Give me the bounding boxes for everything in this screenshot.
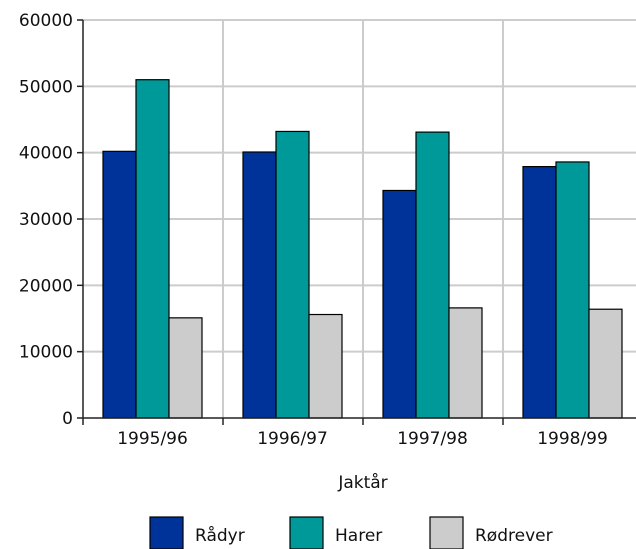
y-tick-label: 50000 — [19, 77, 73, 97]
legend: Rådyr Harer Rødrever — [149, 516, 553, 549]
y-tick-label: 30000 — [19, 210, 73, 230]
y-tick-label: 60000 — [19, 11, 73, 31]
bar — [415, 131, 450, 419]
x-tick-label: 1995/96 — [117, 429, 188, 449]
y-tick-label: 20000 — [19, 276, 73, 296]
legend-swatch — [149, 516, 184, 549]
bars-layer — [102, 79, 623, 419]
legend-label: Harer — [335, 526, 382, 546]
legend-label: Rådyr — [195, 525, 245, 546]
bar — [275, 130, 310, 419]
legend-swatch — [429, 516, 464, 549]
x-tick-label: 1996/97 — [257, 429, 328, 449]
bar — [242, 151, 277, 419]
grid-layer — [83, 19, 636, 418]
bar — [382, 189, 417, 419]
y-tick-label: 40000 — [19, 144, 73, 164]
legend-label: Rødrever — [475, 526, 553, 546]
x-tick-label: 1997/98 — [397, 429, 468, 449]
x-axis-title: Jaktår — [337, 472, 387, 493]
bar — [448, 307, 483, 419]
bar — [588, 308, 623, 419]
bar — [168, 317, 203, 419]
bar — [102, 150, 137, 419]
y-tick-label: 10000 — [19, 343, 73, 363]
bar — [308, 313, 343, 419]
bar — [135, 79, 170, 419]
x-tick-label: 1998/99 — [537, 429, 608, 449]
y-tick-label: 0 — [62, 409, 73, 429]
legend-swatch — [289, 516, 324, 549]
axes-layer: 0 10000 20000 30000 40000 50000 60000 1995/96 19… — [19, 11, 636, 449]
bar — [522, 165, 557, 419]
bar — [555, 161, 590, 419]
